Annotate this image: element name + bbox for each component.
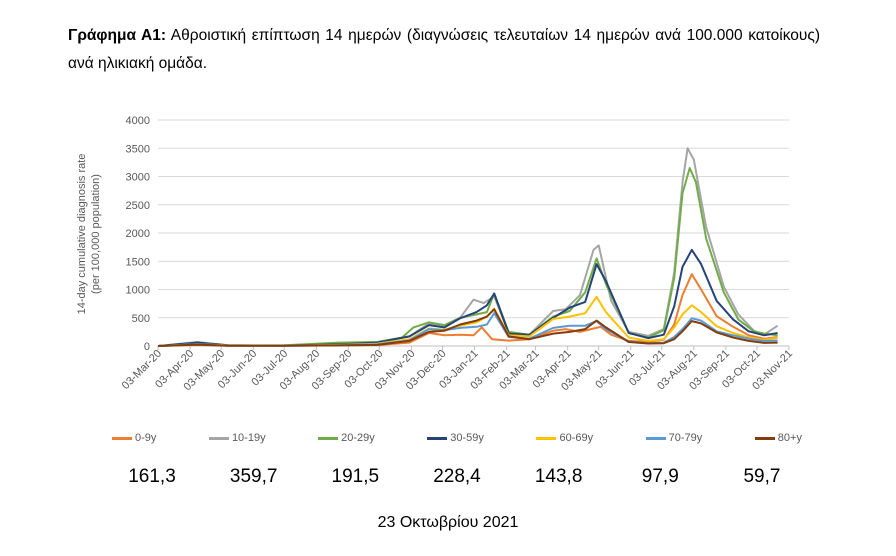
legend-swatch bbox=[645, 436, 666, 440]
report-date: 23 Οκτωβρίου 2021 bbox=[377, 514, 519, 531]
current-value-20-29y: 191,5 bbox=[331, 466, 380, 487]
current-value-60-69y: 143,8 bbox=[534, 466, 583, 487]
series-line-20-29y bbox=[157, 167, 778, 347]
legend-item-30-59y: 30-59y bbox=[427, 432, 484, 444]
legend-item-70-79y: 70-79y bbox=[645, 432, 703, 444]
series-line-0-9y bbox=[157, 273, 778, 347]
x-axis: 03-Mar-2003-Apr-2003-May-2003-Jun-2003-J… bbox=[120, 345, 795, 393]
y-tick-label: 3000 bbox=[126, 172, 150, 184]
legend-swatch bbox=[208, 436, 229, 440]
y-axis-label-line2: (per 100,000 population) bbox=[90, 174, 102, 294]
current-value-70-79y: 97,9 bbox=[641, 466, 679, 487]
legend-label: 80+y bbox=[777, 432, 802, 444]
y-tick-label: 1500 bbox=[126, 256, 150, 268]
series-line-80+y bbox=[157, 308, 778, 347]
gridlines bbox=[158, 119, 789, 319]
legend-swatch bbox=[112, 436, 132, 440]
y-tick-label: 2000 bbox=[126, 228, 150, 240]
current-value-30-59y: 228,4 bbox=[433, 466, 481, 487]
legend-item-80+y: 80+y bbox=[754, 432, 802, 444]
line-chart: 0 500 1000 1500 2000 2500 3000 3500 4000 03-Mar-… bbox=[76, 115, 795, 393]
y-tick-label: 2500 bbox=[126, 200, 150, 212]
legend-label: 20-29y bbox=[341, 432, 375, 444]
legend-label: 30-59y bbox=[450, 432, 484, 444]
figure-label: Γράφημα Α1: bbox=[68, 27, 167, 44]
legend-label: 70-79y bbox=[668, 432, 703, 444]
legend-swatch bbox=[427, 436, 448, 440]
series-line-60-69y bbox=[157, 295, 778, 347]
chart-legend: 0-9y 10-19y 20-29y 30-59y 60-69y 70-79y 80+y bbox=[112, 432, 802, 444]
y-axis-label-line1: 14-day cumulative diagnosis rate bbox=[76, 154, 88, 315]
y-tick-label: 3500 bbox=[126, 143, 150, 155]
legend-swatch bbox=[754, 436, 775, 440]
legend-swatch bbox=[536, 436, 557, 440]
current-value-80+y: 59,7 bbox=[743, 466, 781, 487]
current-value-10-19y: 359,7 bbox=[229, 466, 278, 487]
legend-item-0-9y: 0-9y bbox=[112, 432, 156, 444]
figure-caption: Γράφημα Α1: Αθροιστική επίπτωση 14 ημερώ… bbox=[68, 22, 820, 78]
legend-label: 0-9y bbox=[135, 432, 157, 444]
current-value-0-9y: 161,3 bbox=[128, 466, 176, 487]
current-values-row: 161,3 359,7 191,5 228,4 143,8 97,9 59,7 bbox=[112, 466, 802, 488]
legend-item-60-69y: 60-69y bbox=[536, 432, 593, 444]
legend-item-10-19y: 10-19y bbox=[208, 432, 266, 444]
legend-swatch bbox=[318, 436, 339, 440]
y-tick-label: 0 bbox=[144, 341, 150, 353]
legend-label: 10-19y bbox=[231, 432, 266, 444]
legend-item-20-29y: 20-29y bbox=[318, 432, 375, 444]
series-line-30-59y bbox=[157, 248, 778, 347]
y-tick-label: 4000 bbox=[126, 115, 150, 127]
y-tick-label: 500 bbox=[132, 313, 150, 325]
y-axis: 0 500 1000 1500 2000 2500 3000 3500 4000 bbox=[126, 115, 150, 353]
y-tick-label: 1000 bbox=[126, 285, 150, 297]
series-lines bbox=[157, 147, 779, 347]
figure-caption-text: Αθροιστική επίπτωση 14 ημερών (διαγνώσει… bbox=[68, 27, 820, 72]
legend-label: 60-69y bbox=[559, 432, 594, 444]
